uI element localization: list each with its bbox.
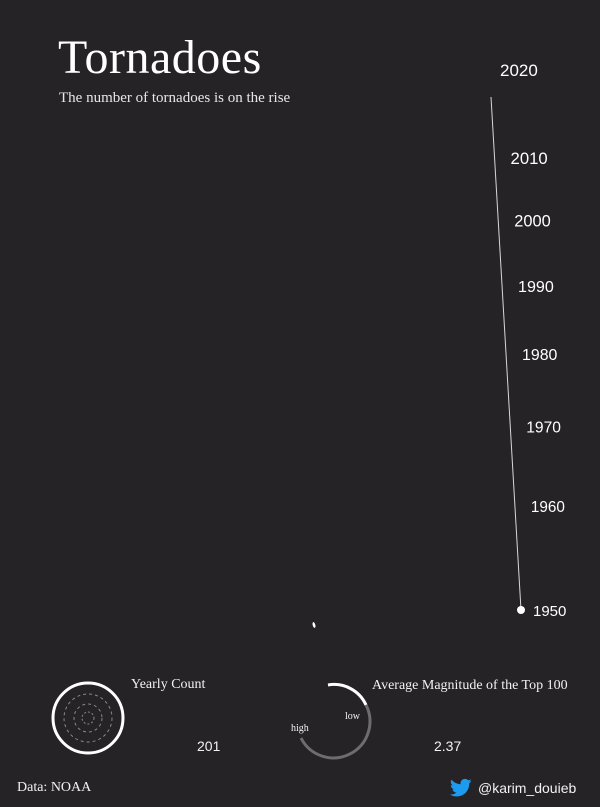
timeline-tick-label: 1970 (526, 419, 561, 436)
magnitude-legend-icon (299, 682, 372, 760)
yearly-count-legend-icon (51, 681, 125, 755)
timeline-tick-label: 2010 (511, 149, 548, 168)
timeline-tick-label: 1980 (522, 347, 558, 364)
chart-title: Tornadoes (58, 31, 262, 84)
timeline-axis-line (490, 96, 522, 611)
timeline-axis (490, 96, 522, 611)
current-year-marker (517, 606, 525, 614)
timeline-tick-label: 2020 (500, 61, 538, 80)
author-credit[interactable]: @karim_douieb (478, 780, 577, 796)
chart-subtitle: The number of tornadoes is on the rise (59, 90, 291, 106)
timeline-tick-labels: 1950 1960 1970 1980 1990 2000 2010 2020 (500, 61, 566, 620)
tornado-path-mark (312, 622, 316, 628)
magnitude-label: Average Magnitude of the Top 100 (372, 678, 568, 693)
magnitude-high-label: high (291, 723, 309, 734)
timeline-tick-label: 1950 (533, 603, 566, 620)
data-source: Data: NOAA (17, 780, 92, 795)
magnitude-value: 2.37 (434, 738, 462, 754)
yearly-count-label: Yearly Count (131, 677, 206, 692)
yearly-count-value: 201 (197, 738, 221, 754)
timeline-tick-label: 1960 (531, 499, 565, 516)
timeline-tick-label: 1990 (518, 278, 554, 296)
magnitude-low-label: low (345, 711, 360, 722)
timeline-tick-label: 2000 (514, 213, 550, 231)
twitter-icon[interactable] (450, 778, 472, 798)
